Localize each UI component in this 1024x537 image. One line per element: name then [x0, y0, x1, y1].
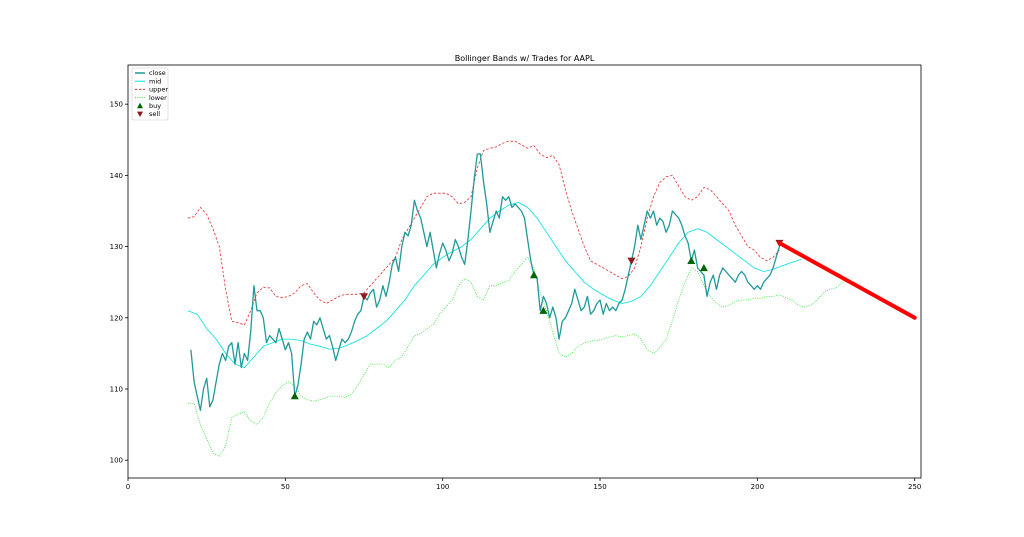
legend-label-sell: sell	[149, 110, 160, 118]
annotation-arrow	[777, 241, 917, 320]
buy-marker	[290, 392, 299, 400]
series-lower-line	[187, 256, 843, 457]
y-tick-label: 100	[110, 457, 123, 465]
buy-marker	[529, 271, 538, 279]
legend-label-buy: buy	[149, 102, 161, 110]
x-tick-label: 200	[751, 483, 764, 491]
legend-label-close: close	[149, 69, 166, 77]
y-tick-label: 110	[110, 385, 123, 393]
legend-label-mid: mid	[149, 77, 161, 85]
x-tick-label: 50	[281, 483, 290, 491]
y-tick-label: 140	[110, 172, 123, 180]
axes: 0 50 100 150 200 250 100 110 120 130 140 150	[110, 101, 922, 491]
y-tick-label: 150	[110, 101, 123, 109]
sell-marker	[627, 257, 636, 265]
x-tick-label: 0	[126, 483, 130, 491]
plot-frame	[127, 64, 922, 479]
chart-title: Bollinger Bands w/ Trades for AAPL	[455, 54, 595, 63]
sell-marker	[360, 293, 369, 301]
series-layer	[187, 140, 843, 457]
x-tick-label: 100	[436, 483, 449, 491]
buy-marker	[539, 306, 548, 314]
legend-swatch-sell	[137, 111, 143, 117]
x-tick-label: 250	[908, 483, 921, 491]
red-arrow-line	[777, 241, 917, 320]
y-tick-label: 120	[110, 314, 123, 322]
buy-marker	[699, 263, 708, 272]
y-tick-label: 130	[110, 243, 123, 251]
buy-marker	[687, 256, 696, 265]
trade-markers	[290, 239, 784, 400]
x-tick-label: 150	[593, 483, 606, 491]
series-upper-line	[187, 140, 780, 326]
legend-label-upper: upper	[149, 86, 168, 94]
legend-label-lower: lower	[149, 94, 167, 102]
series-close-line	[190, 153, 781, 412]
legend-swatch-buy	[137, 102, 143, 109]
